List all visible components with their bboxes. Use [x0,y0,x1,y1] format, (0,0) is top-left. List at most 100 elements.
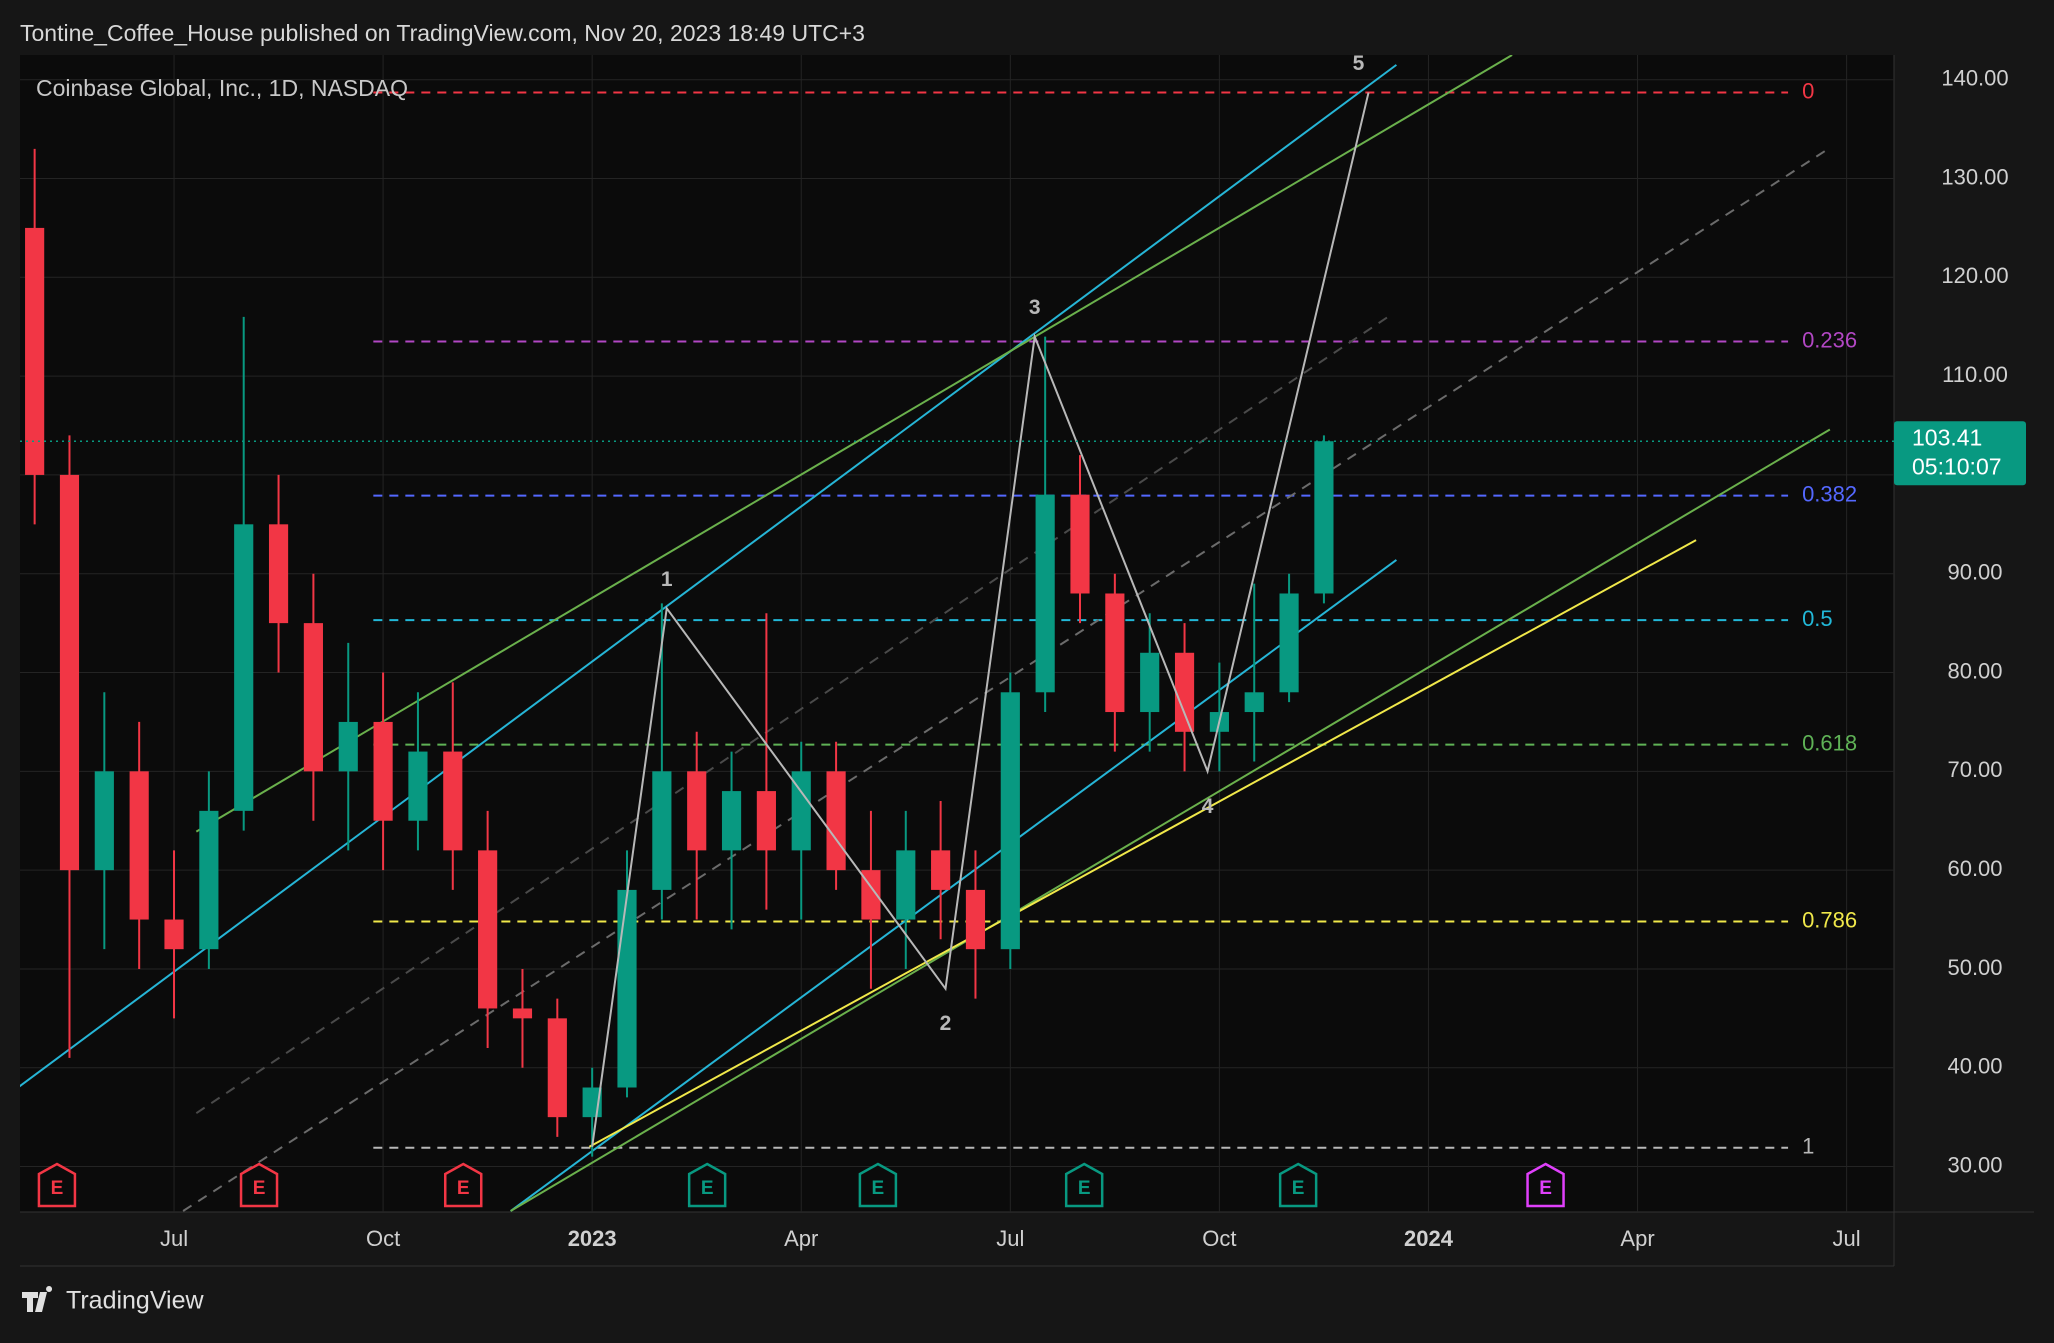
wave-label: 3 [1029,296,1041,319]
x-tick-label: 2023 [568,1226,617,1251]
earnings-marker [858,1162,898,1208]
candle-body [791,771,811,851]
wave-label: 1 [661,568,673,591]
y-tick-label: 50.00 [1947,955,2002,980]
candle-body [896,850,916,920]
wave-label: 5 [1353,52,1365,75]
candle-body [687,771,707,851]
wave-label: 4 [1202,795,1214,818]
candle-body [1000,692,1020,950]
candle-body [443,751,463,851]
candle-body [1140,652,1160,713]
earnings-marker [1278,1162,1318,1208]
y-tick-label: 30.00 [1947,1152,2002,1177]
chart-layer: 0 0.236 0.382 0.5 0.618 0.786 1 1 2 3 4 5 30.00 40.00… [20,52,2026,1251]
candle-body [303,623,323,772]
candle-body [129,771,149,920]
candle-body [1105,593,1125,713]
candle-body [268,524,289,624]
earnings-label: E [253,1178,266,1199]
x-tick-label: Oct [1202,1226,1236,1251]
last-price-box [1894,421,2026,486]
candle-body [478,850,498,1009]
earnings-label: E [872,1178,885,1199]
candle-body [1314,441,1334,594]
candle-body [94,771,114,871]
symbol-title: Coinbase Global, Inc., 1D, NASDAQ [36,75,408,101]
y-tick-label: 90.00 [1947,560,2002,585]
candle-body [25,227,45,475]
x-tick-label: Apr [784,1226,818,1251]
candle-body [512,1008,533,1019]
earnings-marker [687,1162,727,1208]
candle-body [408,751,428,821]
earnings-marker [1064,1162,1104,1208]
y-tick-label: 110.00 [1942,362,2008,387]
earnings-label: E [1078,1178,1091,1199]
candle-body [861,870,881,920]
earnings-marker [239,1162,279,1208]
plot-area [20,55,1894,1212]
x-tick-label: 2024 [1404,1226,1454,1251]
candle-body [547,1018,567,1118]
earnings-marker [443,1162,483,1208]
fib-level-label: 0.786 [1802,907,1857,932]
x-tick-label: Jul [1833,1226,1861,1251]
candle-body [1244,692,1264,713]
plot: 0 0.236 0.382 0.5 0.618 0.786 1 1 2 3 4 5 [20,52,1894,1212]
y-tick-label: 40.00 [1947,1054,2002,1079]
candle-body [199,810,219,950]
earnings-label: E [701,1178,714,1199]
candle-body [721,791,742,851]
trend-line [195,316,1389,1115]
wave-path [591,92,1370,1147]
trend-line [182,147,1831,1212]
earnings-label: E [457,1178,470,1199]
candle-body [652,771,672,890]
fib-level-label: 0.618 [1802,730,1857,755]
candle-body [826,771,846,871]
trend-line [195,55,1513,833]
wave-label: 2 [940,1012,952,1035]
x-tick-label: Apr [1620,1226,1654,1251]
candle-body [1279,593,1299,693]
fib-level-label: 0.382 [1802,481,1857,506]
candle-body [617,889,637,1088]
last-price-label: 103.41 [1912,424,1982,450]
earnings-label: E [51,1178,64,1199]
tradingview-logo: TradingView [22,1286,205,1315]
trend-line [510,559,1397,1212]
candle-body [338,721,358,772]
countdown-label: 05:10:07 [1912,453,2002,479]
fib-level-label: 0 [1802,78,1814,103]
logo-icon [22,1286,53,1312]
x-tick-label: Jul [160,1226,188,1251]
candle-body [756,791,776,851]
candle-body [234,524,254,811]
earnings-label: E [1292,1178,1305,1199]
candle-body [965,889,986,950]
y-tick-label: 130.00 [1941,164,2008,189]
x-tick-label: Jul [996,1226,1024,1251]
candle-body [1174,652,1195,732]
y-tick-label: 120.00 [1941,263,2008,288]
trend-line [20,64,1397,1088]
y-tick-label: 70.00 [1947,757,2002,782]
x-tick-label: Oct [366,1226,400,1251]
earnings-marker [37,1162,77,1208]
footer-brand: TradingView [66,1287,205,1315]
candle-body [931,850,951,890]
candle-body [373,721,393,821]
trend-line [510,428,1831,1212]
publisher-header: Tontine_Coffee_House published on Tradin… [20,20,865,46]
earnings-label: E [1539,1178,1552,1199]
candle-body [1070,494,1090,594]
earnings-marker [1526,1162,1565,1208]
candle-body [164,919,184,950]
y-tick-label: 60.00 [1947,856,2002,881]
candle-body [1035,494,1055,693]
y-tick-label: 140.00 [1941,66,2008,91]
y-tick-label: 80.00 [1947,658,2002,683]
candle-body [59,474,80,871]
